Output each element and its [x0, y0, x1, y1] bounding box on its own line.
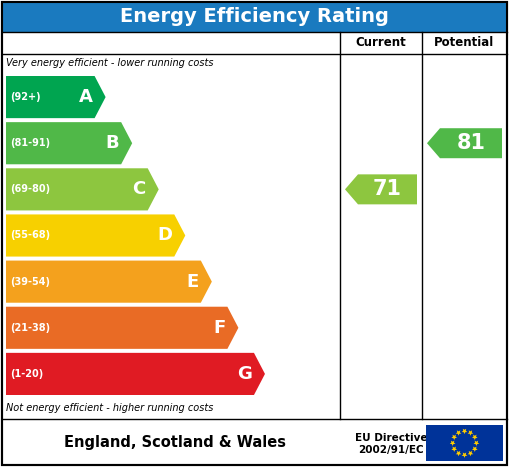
Text: Very energy efficient - lower running costs: Very energy efficient - lower running co…: [6, 58, 213, 68]
Polygon shape: [451, 446, 457, 452]
Polygon shape: [462, 453, 467, 458]
Text: A: A: [79, 88, 93, 106]
Polygon shape: [345, 174, 417, 205]
Text: G: G: [237, 365, 252, 383]
Text: E: E: [187, 273, 199, 290]
Text: EU Directive: EU Directive: [355, 433, 427, 443]
Text: Not energy efficient - higher running costs: Not energy efficient - higher running co…: [6, 403, 213, 413]
Polygon shape: [451, 435, 457, 440]
Bar: [426, 425, 503, 461]
Text: (1-20): (1-20): [10, 369, 43, 379]
Polygon shape: [468, 451, 473, 456]
Text: (39-54): (39-54): [10, 276, 50, 287]
Text: Energy Efficiency Rating: Energy Efficiency Rating: [120, 7, 389, 26]
Text: (92+): (92+): [10, 92, 41, 102]
Text: (55-68): (55-68): [10, 231, 50, 241]
Text: (21-38): (21-38): [10, 323, 50, 333]
Polygon shape: [468, 430, 473, 436]
Polygon shape: [462, 429, 467, 434]
Polygon shape: [6, 122, 132, 164]
Text: Current: Current: [356, 36, 406, 50]
Text: F: F: [213, 319, 225, 337]
Polygon shape: [427, 128, 502, 158]
Bar: [2, 1, 507, 32]
Text: C: C: [132, 180, 146, 198]
Polygon shape: [6, 307, 238, 349]
Text: D: D: [157, 226, 172, 245]
Text: (81-91): (81-91): [10, 138, 50, 148]
Text: Potential: Potential: [434, 36, 495, 50]
Polygon shape: [450, 440, 456, 446]
Text: (69-80): (69-80): [10, 184, 50, 194]
Text: 71: 71: [373, 179, 402, 199]
Text: England, Scotland & Wales: England, Scotland & Wales: [64, 434, 286, 450]
Polygon shape: [472, 446, 477, 452]
Polygon shape: [472, 435, 477, 440]
Text: 81: 81: [457, 133, 486, 153]
Polygon shape: [6, 261, 212, 303]
Text: 2002/91/EC: 2002/91/EC: [358, 445, 424, 455]
Polygon shape: [6, 168, 159, 211]
Polygon shape: [6, 353, 265, 395]
Polygon shape: [473, 440, 479, 446]
Polygon shape: [6, 76, 105, 118]
Polygon shape: [6, 214, 185, 256]
Polygon shape: [456, 430, 461, 436]
Text: B: B: [105, 134, 119, 152]
Polygon shape: [456, 451, 461, 456]
